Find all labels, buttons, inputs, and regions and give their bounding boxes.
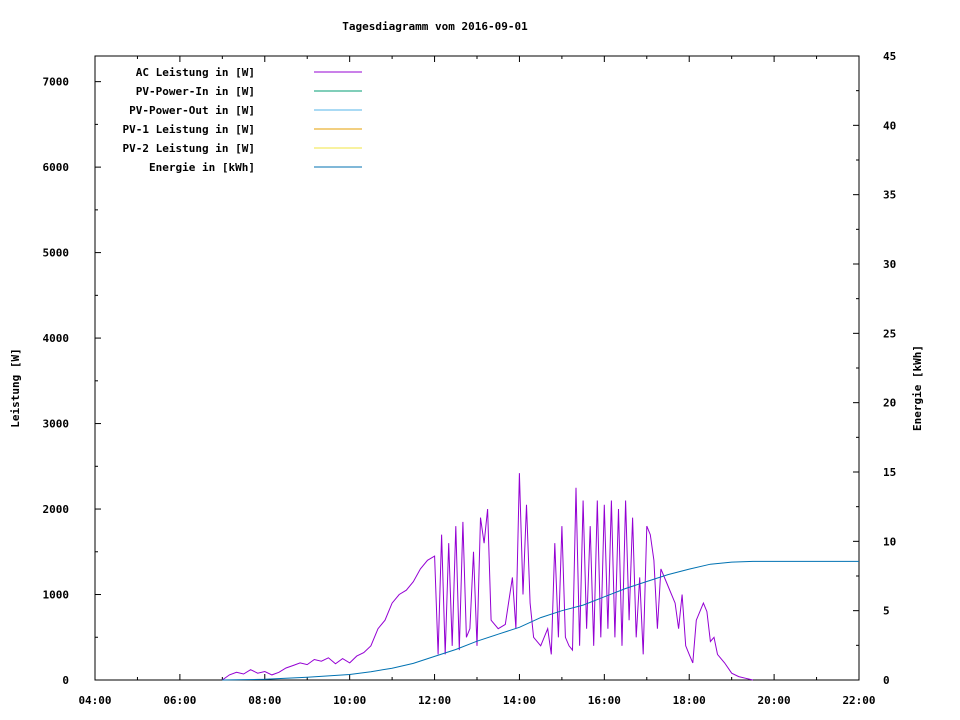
x-tick-label: 20:00	[758, 694, 791, 707]
legend-label: PV-Power-In in [W]	[136, 85, 255, 98]
y-tick-label: 2000	[43, 503, 70, 516]
y2-tick-label: 25	[883, 327, 896, 340]
series-line-5	[222, 560, 859, 681]
x-tick-label: 22:00	[842, 694, 875, 707]
y-tick-label: 0	[62, 674, 69, 687]
y-axis-ticks: 0 1000 2000 3000 4000 5000 6000 7000	[43, 76, 101, 687]
y2-tick-label: 20	[883, 397, 896, 410]
y2-tick-label: 45	[883, 50, 896, 63]
legend-label: PV-2 Leistung in [W]	[123, 142, 255, 155]
y2-tick-label: 5	[883, 605, 890, 618]
y2-tick-label: 15	[883, 466, 896, 479]
series-layer	[222, 473, 859, 681]
x-axis-ticks: 04:00 06:00 08:00 10:00 12:00 14:00 16:00 18:00…	[78, 56, 876, 707]
y-tick-label: 5000	[43, 247, 70, 260]
x-tick-label: 04:00	[78, 694, 111, 707]
legend-label: Energie in [kWh]	[149, 161, 255, 174]
x-tick-label: 06:00	[163, 694, 196, 707]
x-tick-label: 18:00	[673, 694, 706, 707]
y2-axis-label: Energie [kWh]	[911, 345, 924, 431]
y-tick-label: 6000	[43, 161, 70, 174]
x-tick-label: 08:00	[248, 694, 281, 707]
y2-tick-label: 10	[883, 535, 896, 548]
y-tick-label: 1000	[43, 589, 70, 602]
chart-title: Tagesdiagramm vom 2016-09-01	[342, 20, 528, 33]
legend-label: PV-1 Leistung in [W]	[123, 123, 255, 136]
y-tick-label: 4000	[43, 332, 70, 345]
y2-tick-label: 35	[883, 189, 896, 202]
y2-tick-label: 30	[883, 258, 896, 271]
x-tick-label: 10:00	[333, 694, 366, 707]
legend-label: PV-Power-Out in [W]	[129, 104, 255, 117]
y2-tick-label: 0	[883, 674, 890, 687]
legend: AC Leistung in [W] PV-Power-In in [W] PV-P…	[123, 66, 362, 174]
x-tick-label: 12:00	[418, 694, 451, 707]
x-tick-label: 14:00	[503, 694, 536, 707]
legend-label: AC Leistung in [W]	[136, 66, 255, 79]
x-tick-label: 16:00	[588, 694, 621, 707]
y2-tick-label: 40	[883, 119, 896, 132]
y-tick-label: 3000	[43, 418, 70, 431]
series-line-0	[222, 473, 754, 681]
y-axis-label: Leistung [W]	[9, 348, 22, 427]
y2-axis-ticks: 0 5 10 15 20 25 30 35 40 45	[853, 50, 896, 687]
y-tick-label: 7000	[43, 76, 70, 89]
